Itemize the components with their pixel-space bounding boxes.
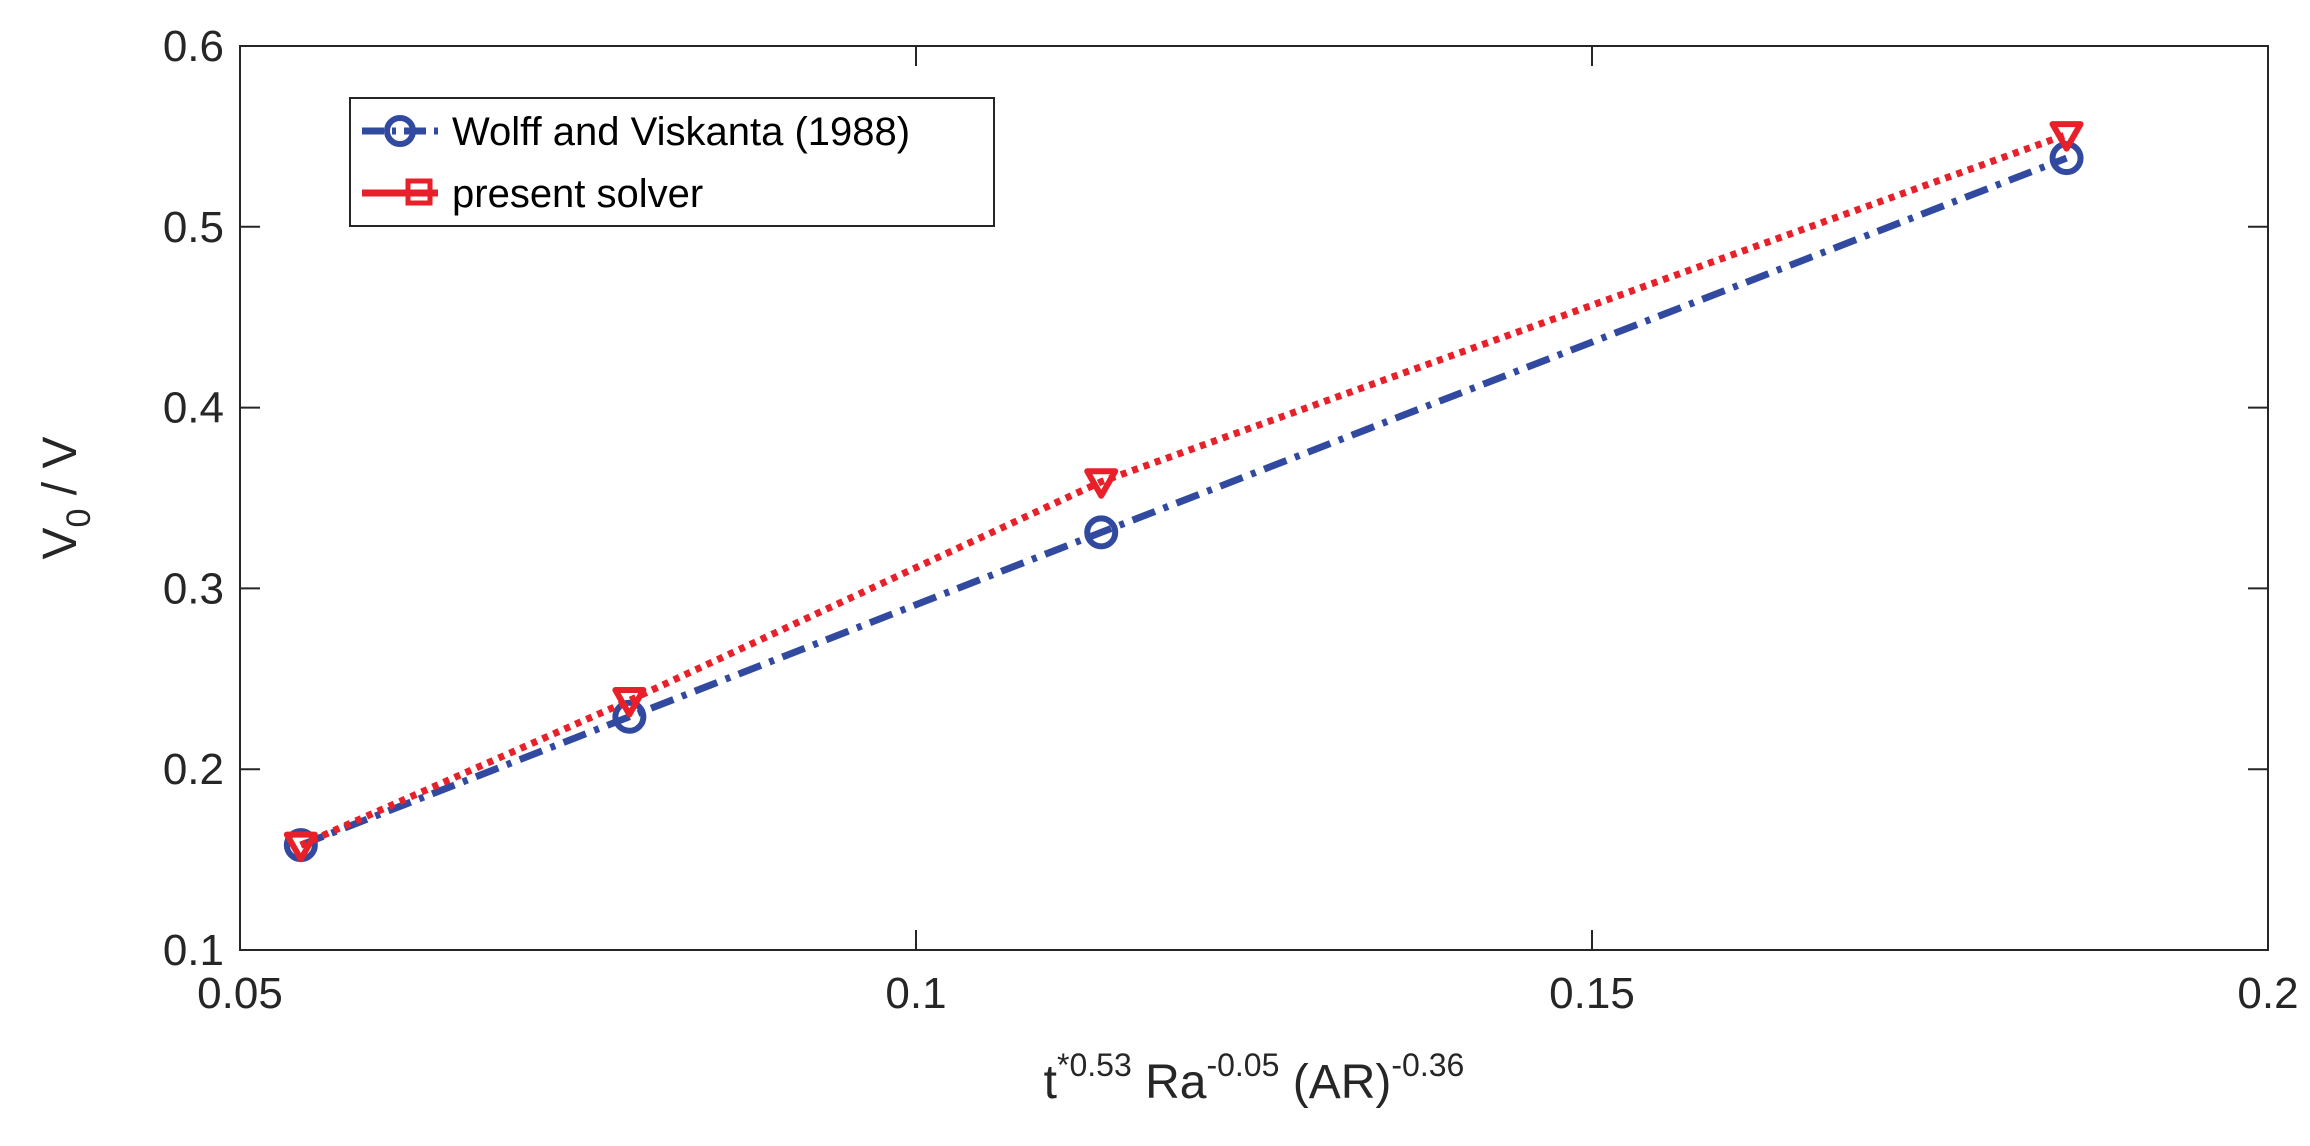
legend-box <box>349 97 995 227</box>
legend-entry-wolff: Wolff and Viskanta (1988) <box>362 110 910 154</box>
axes-box <box>239 45 2269 951</box>
legend-marker-circle <box>384 115 416 147</box>
x-tick-label: 0.2 <box>2237 969 2298 1018</box>
y-axis-label: V0 / V <box>34 437 98 560</box>
data-point <box>612 686 647 718</box>
series-layer <box>283 121 2084 863</box>
legend-marker-square <box>405 178 433 206</box>
legend-entry-present: present solver <box>362 172 703 216</box>
y-tick-label: 0.2 <box>163 745 224 794</box>
data-point <box>612 699 647 734</box>
x-tick-label: 0.1 <box>885 969 946 1018</box>
x-tick-label: 0.15 <box>1549 969 1635 1018</box>
legend: Wolff and Viskanta (1988) present solver <box>349 97 995 227</box>
x-tick-label: 0.05 <box>197 969 283 1018</box>
data-point <box>283 831 318 863</box>
series-line <box>299 154 2068 849</box>
series-0 <box>283 141 2084 863</box>
y-tick-label: 0.1 <box>163 926 224 975</box>
y-tick-label: 0.6 <box>163 22 224 71</box>
series-1 <box>283 121 2084 863</box>
y-tick-label: 0.3 <box>163 564 224 613</box>
data-point <box>1084 515 1119 550</box>
legend-label-present: present solver <box>452 172 703 216</box>
y-tick-label: 0.5 <box>163 203 224 252</box>
data-point <box>2049 121 2084 152</box>
legend-label-wolff: Wolff and Viskanta (1988) <box>452 110 910 154</box>
x-axis-label: t*0.53 Ra-0.05 (AR)-0.36 <box>1044 1047 1465 1109</box>
data-point <box>1084 468 1119 499</box>
y-tick-label: 0.4 <box>163 384 224 433</box>
